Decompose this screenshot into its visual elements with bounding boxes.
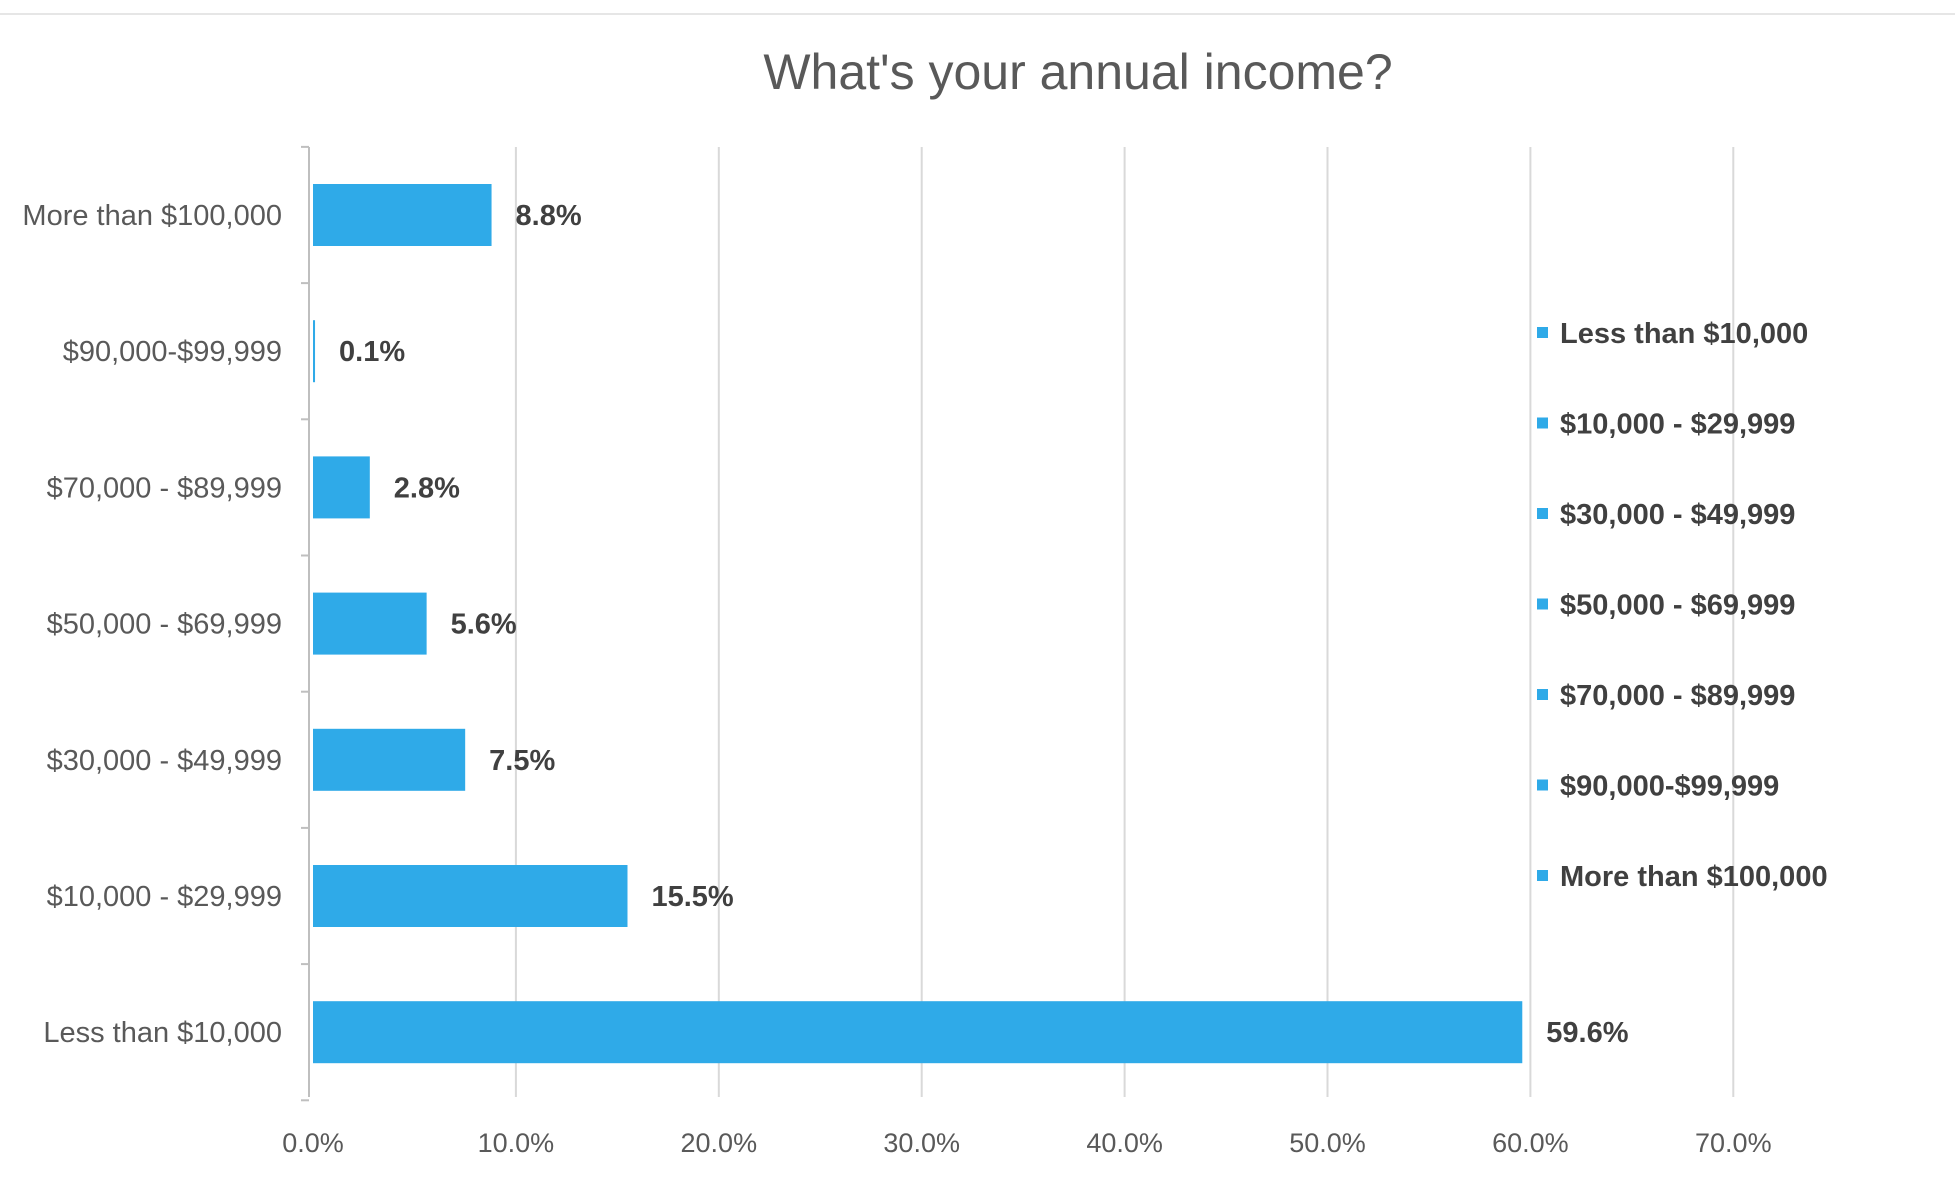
data-label: 0.1% xyxy=(339,336,405,368)
bar xyxy=(313,728,466,791)
legend-swatch xyxy=(1537,417,1548,429)
category-label: $70,000 - $89,999 xyxy=(47,472,282,504)
legend-swatch xyxy=(1537,779,1548,791)
legend-swatch xyxy=(1537,508,1548,519)
category-label: $90,000-$99,999 xyxy=(63,336,282,368)
data-label: 8.8% xyxy=(516,200,582,232)
legend-swatch xyxy=(1537,870,1548,881)
bars xyxy=(313,184,1523,1064)
x-tick-label: 10.0% xyxy=(478,1128,555,1158)
data-label: 7.5% xyxy=(489,745,555,777)
category-label: $30,000 - $49,999 xyxy=(47,745,282,777)
category-axis xyxy=(301,145,310,1102)
data-label: 15.5% xyxy=(651,881,733,913)
legend-label: $10,000 - $29,999 xyxy=(1560,409,1795,441)
bar xyxy=(313,456,370,519)
legend-swatch xyxy=(1537,598,1548,610)
bar xyxy=(313,592,427,655)
data-label: 2.8% xyxy=(394,472,460,504)
x-tick-label: 70.0% xyxy=(1695,1128,1772,1158)
data-labels: 8.8% 0.1% 2.8% 5.6% 7.5% 15.5% 59.6% xyxy=(339,200,1629,1049)
x-tick-label: 0.0% xyxy=(282,1128,344,1158)
chart-title: What's your annual income? xyxy=(763,44,1392,100)
legend-label: $30,000 - $49,999 xyxy=(1560,499,1795,531)
legend-label: Less than $10,000 xyxy=(1560,318,1808,350)
data-label: 59.6% xyxy=(1546,1017,1628,1049)
legend-label: $90,000-$99,999 xyxy=(1560,771,1779,803)
category-label: $50,000 - $69,999 xyxy=(47,609,282,641)
category-label: More than $100,000 xyxy=(22,200,282,232)
gridlines xyxy=(514,147,1735,1097)
x-tick-labels: 0.0% 10.0% 20.0% 30.0% 40.0% 50.0% 60.0% 70.0% xyxy=(282,1128,1771,1158)
category-label: $10,000 - $29,999 xyxy=(47,881,282,913)
legend-swatch xyxy=(1537,689,1548,700)
legend-label: $70,000 - $89,999 xyxy=(1560,680,1795,712)
bar xyxy=(313,1001,1523,1064)
bar xyxy=(313,184,492,246)
legend-label: More than $100,000 xyxy=(1560,861,1828,893)
legend-label: $50,000 - $69,999 xyxy=(1560,590,1795,622)
legend-swatch xyxy=(1537,327,1548,338)
legend: Less than $10,000 $10,000 - $29,999 $30,00… xyxy=(1537,318,1828,893)
category-label: Less than $10,000 xyxy=(43,1017,282,1049)
category-labels: More than $100,000 $90,000-$99,999 $70,000… xyxy=(22,200,282,1049)
x-tick-label: 60.0% xyxy=(1492,1128,1569,1158)
x-tick-label: 40.0% xyxy=(1086,1128,1163,1158)
data-label: 5.6% xyxy=(451,609,517,641)
x-tick-label: 20.0% xyxy=(681,1128,758,1158)
x-tick-label: 50.0% xyxy=(1289,1128,1366,1158)
x-tick-label: 30.0% xyxy=(883,1128,960,1158)
bar xyxy=(313,320,316,383)
bar xyxy=(313,865,628,927)
